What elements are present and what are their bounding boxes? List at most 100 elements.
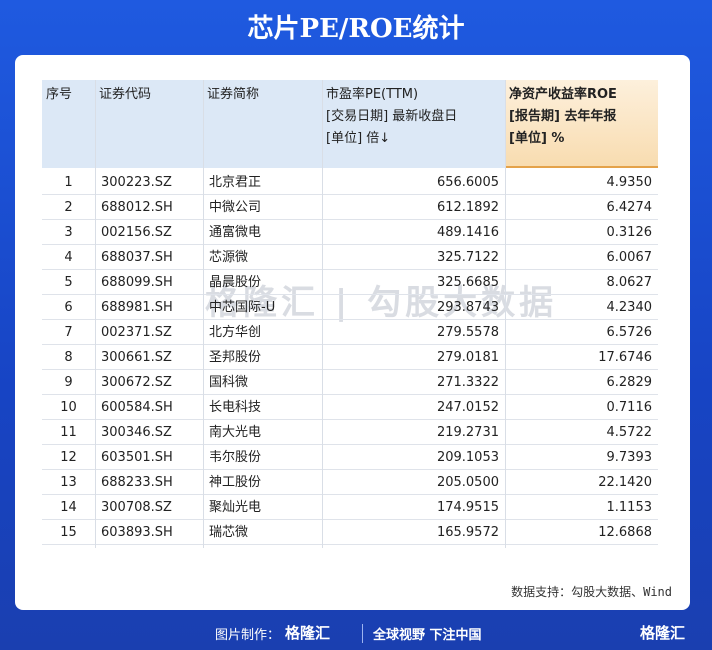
table-cell: 14 xyxy=(60,500,77,515)
row-divider xyxy=(42,419,658,420)
table-cell: 1.1153 xyxy=(606,500,653,515)
table-cell: 325.7122 xyxy=(436,250,499,265)
footer-maker: 图片制作： xyxy=(215,628,281,643)
table-cell: 圣邦股份 xyxy=(209,350,262,365)
table-cell: 002156.SZ xyxy=(101,225,172,240)
table-cell: 6 xyxy=(64,300,73,315)
table-cell: 瑞芯微 xyxy=(209,525,249,540)
row-divider xyxy=(42,319,658,320)
table-cell: 300223.SZ xyxy=(101,175,172,190)
table-cell: 13 xyxy=(60,475,77,490)
table-cell: 0.3126 xyxy=(606,225,653,240)
table-cell: 韦尔股份 xyxy=(209,450,262,465)
table-cell: 12.6868 xyxy=(598,525,652,540)
table-cell: 通富微电 xyxy=(209,225,262,240)
table-cell: 晶晨股份 xyxy=(209,275,262,290)
row-divider xyxy=(42,444,658,445)
table-cell: 205.0500 xyxy=(436,475,499,490)
column-header: 净资产收益率ROE [报告期] 去年年报 [单位] % xyxy=(505,80,658,168)
row-divider xyxy=(42,219,658,220)
table-cell: 6.0067 xyxy=(606,250,653,265)
table-cell: 174.9515 xyxy=(436,500,499,515)
table-cell: 6.4274 xyxy=(606,200,653,215)
table-cell: 4.2340 xyxy=(606,300,653,315)
table-cell: 688037.SH xyxy=(101,250,173,265)
table-cell: 165.9572 xyxy=(436,525,499,540)
table-cell: 9.7393 xyxy=(606,450,653,465)
table-cell: 293.8743 xyxy=(436,300,499,315)
table-cell: 209.1053 xyxy=(436,450,499,465)
table-cell: 612.1892 xyxy=(436,200,499,215)
header-line: 市盈率PE(TTM) xyxy=(326,87,419,102)
table-cell: 300672.SZ xyxy=(101,375,172,390)
table-cell: 7 xyxy=(64,325,73,340)
row-divider xyxy=(42,544,658,545)
column-divider xyxy=(505,80,506,548)
table-cell: 1 xyxy=(64,175,73,190)
row-divider xyxy=(42,369,658,370)
row-divider xyxy=(42,494,658,495)
table-cell: 688099.SH xyxy=(101,275,173,290)
header-line: [单位] 倍↓ xyxy=(326,131,391,146)
header-line: [单位] % xyxy=(509,131,565,146)
column-header: 市盈率PE(TTM) [交易日期] 最新收盘日 [单位] 倍↓ xyxy=(322,80,505,168)
watermark-text: 勾股大数据 xyxy=(367,283,558,323)
header-line: 净资产收益率ROE xyxy=(509,87,617,102)
table-cell: 聚灿光电 xyxy=(209,500,262,515)
column-divider xyxy=(322,80,323,548)
column-header: 证券代码 xyxy=(95,80,203,168)
table-cell: 南大光电 xyxy=(209,425,262,440)
table-cell: 0.7116 xyxy=(606,400,653,415)
table-cell: 4 xyxy=(64,250,73,265)
row-divider xyxy=(42,269,658,270)
table-cell: 神工股份 xyxy=(209,475,262,490)
table-cell: 002371.SZ xyxy=(101,325,172,340)
table-cell: 17.6746 xyxy=(598,350,652,365)
table-cell: 中芯国际-U xyxy=(209,300,276,315)
table-cell: 271.3322 xyxy=(436,375,499,390)
table-cell: 688981.SH xyxy=(101,300,173,315)
row-divider xyxy=(42,294,658,295)
table-cell: 688233.SH xyxy=(101,475,173,490)
table-cell: 4.9350 xyxy=(606,175,653,190)
table-cell: 国科微 xyxy=(209,375,249,390)
table-cell: 603501.SH xyxy=(101,450,173,465)
column-divider xyxy=(95,80,96,548)
table-cell: 北方华创 xyxy=(209,325,262,340)
row-divider xyxy=(42,344,658,345)
table-cell: 11 xyxy=(60,425,77,440)
table-cell: 8.0627 xyxy=(606,275,653,290)
table-cell: 247.0152 xyxy=(436,400,499,415)
table-cell: 300346.SZ xyxy=(101,425,172,440)
table-cell: 6.5726 xyxy=(606,325,653,340)
header-line: 序号 xyxy=(46,87,73,102)
source: 数据支持：勾股大数据、Wind xyxy=(511,585,672,599)
table-cell: 8 xyxy=(64,350,73,365)
table-cell: 5 xyxy=(64,275,73,290)
footer-slogan: 全球视野 下注中国 xyxy=(362,624,482,643)
footer-brand: 格隆汇 xyxy=(285,624,331,642)
table-cell: 3 xyxy=(64,225,73,240)
table-cell: 10 xyxy=(60,400,77,415)
table-cell: 656.6005 xyxy=(436,175,499,190)
footer-logo: 格隆汇 xyxy=(640,624,686,642)
table-cell: 9 xyxy=(64,375,73,390)
header-line: 证券代码 xyxy=(99,87,152,102)
row-divider xyxy=(42,394,658,395)
row-divider xyxy=(42,519,658,520)
table-cell: 15 xyxy=(60,525,77,540)
row-divider xyxy=(42,244,658,245)
table-cell: 芯源微 xyxy=(209,250,249,265)
column-divider xyxy=(203,80,204,548)
table-cell: 4.5722 xyxy=(606,425,653,440)
watermark-brand: 格隆汇 xyxy=(205,283,319,323)
title: 芯片PE/ROE统计 xyxy=(247,14,465,44)
watermark: 格隆汇 | 勾股大数据 xyxy=(205,283,558,323)
header-line: [报告期] 去年年报 xyxy=(509,109,617,124)
table-cell: 22.1420 xyxy=(598,475,652,490)
footer: 图片制作： 格隆汇 全球视野 下注中国 格隆汇 xyxy=(0,620,712,650)
table-cell: 长电科技 xyxy=(209,400,262,415)
header-line: 证券简称 xyxy=(207,87,260,102)
row-divider xyxy=(42,469,658,470)
